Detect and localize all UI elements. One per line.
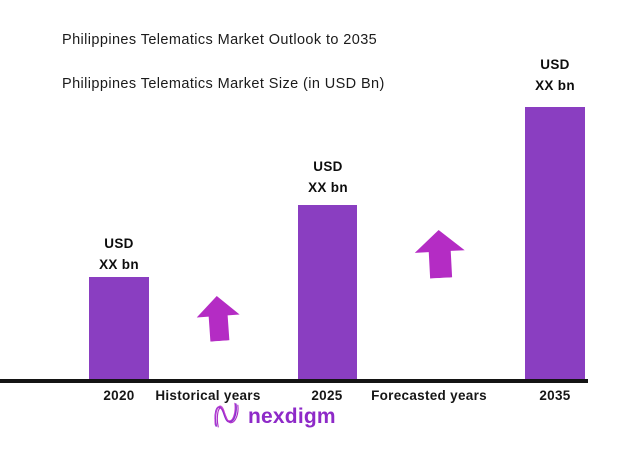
bar-value-label-2025: USD XX bn [268, 156, 388, 198]
bar-value-line1: USD [313, 159, 343, 174]
bar-value-line2: XX bn [99, 257, 139, 272]
bar-2025 [298, 205, 357, 379]
nexdigm-wave-n-icon [212, 399, 243, 435]
bar-value-line1: USD [540, 57, 570, 72]
bar-2035 [525, 107, 585, 379]
up-arrow-icon [414, 229, 467, 285]
bar-value-line2: XX bn [308, 180, 348, 195]
x-axis-label-2025: 2025 [311, 388, 343, 403]
brand-logo: nexdigm [212, 399, 336, 435]
x-axis-label-2020: 2020 [103, 388, 135, 403]
bar-value-line2: XX bn [535, 78, 575, 93]
up-arrow-icon [195, 295, 241, 348]
annotation-forecasted-years: Forecasted years [371, 388, 487, 403]
bar-value-label-2020: USD XX bn [59, 233, 179, 275]
x-axis-label-2035: 2035 [539, 388, 571, 403]
brand-logo-text: nexdigm [248, 405, 336, 428]
x-axis-line [0, 379, 588, 383]
bar-value-label-2035: USD XX bn [495, 54, 615, 96]
chart-title: Philippines Telematics Market Outlook to… [62, 32, 378, 48]
chart-subtitle: Philippines Telematics Market Size (in U… [62, 76, 385, 92]
annotation-historical-years: Historical years [155, 388, 261, 403]
bar-2020 [89, 277, 149, 379]
bar-value-line1: USD [104, 236, 134, 251]
